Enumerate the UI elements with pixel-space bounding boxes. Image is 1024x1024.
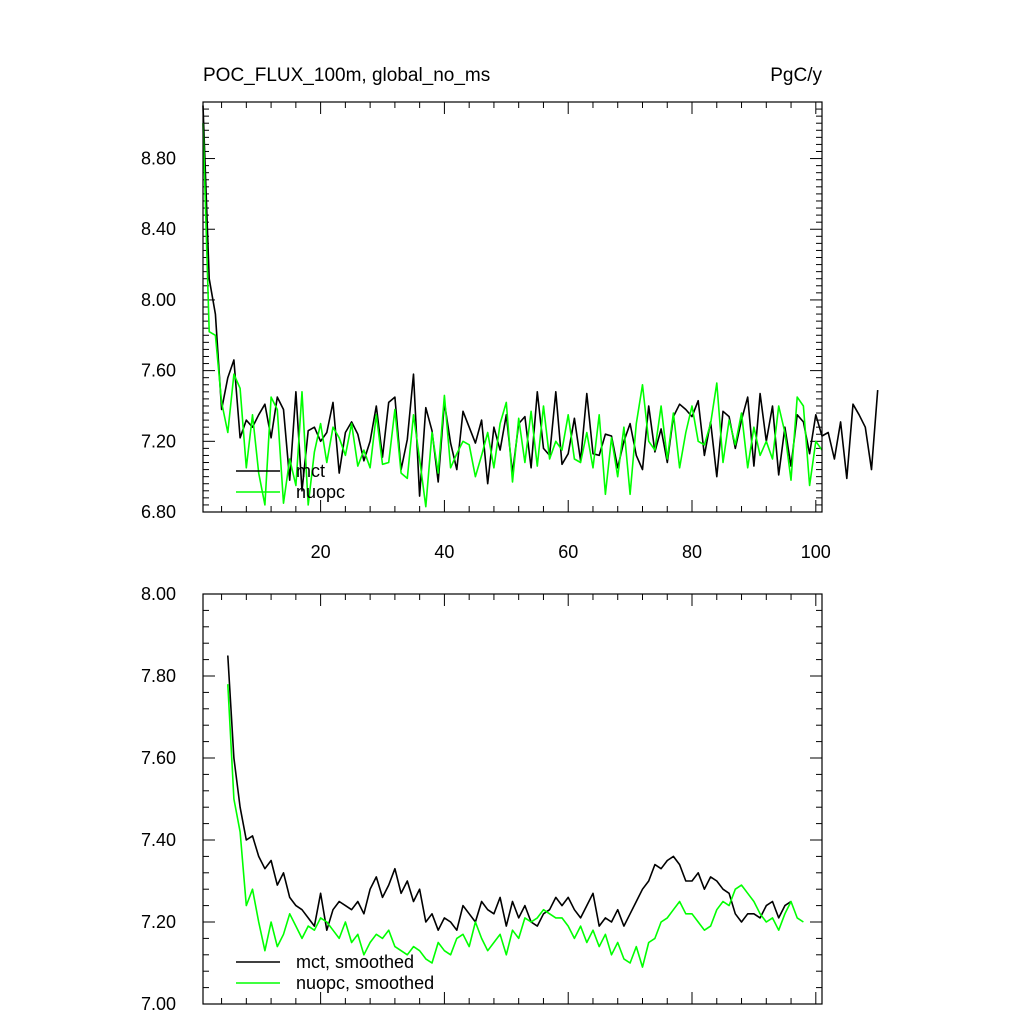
y-tick-label: 8.80 bbox=[141, 149, 176, 169]
x-tick-label: 20 bbox=[311, 542, 331, 562]
bottom-plot-frame bbox=[202, 593, 823, 1005]
x-tick-label: 100 bbox=[801, 542, 831, 562]
bottom-series bbox=[227, 655, 804, 968]
chart-title: POC_FLUX_100m, global_no_ms bbox=[203, 65, 490, 86]
legend-label: mct bbox=[296, 461, 325, 481]
bottom-panel: 7.00 7.20 7.40 7.60 7.80 8.00 mct, smoothednu… bbox=[141, 584, 823, 1014]
y-tick-label: 7.80 bbox=[141, 666, 176, 686]
y-tick-label: 7.60 bbox=[141, 748, 176, 768]
y-tick-label: 7.00 bbox=[141, 994, 176, 1014]
legend-label: nuopc, smoothed bbox=[296, 973, 434, 993]
series-line-nuopc bbox=[202, 123, 823, 508]
top-plot-frame bbox=[202, 101, 823, 513]
top-axes: 20 40 60 80 100 6.80 7.20 7.60 8.00 8.40 8.80 bbox=[141, 101, 831, 562]
series-line-nuopc-smoothed bbox=[227, 684, 804, 968]
y-tick-label: 6.80 bbox=[141, 502, 176, 522]
legend-label: mct, smoothed bbox=[296, 952, 414, 972]
x-tick-label: 60 bbox=[558, 542, 578, 562]
y-tick-label: 8.00 bbox=[141, 584, 176, 604]
series-line-mct-smoothed bbox=[227, 655, 792, 932]
units-label: PgC/y bbox=[770, 65, 822, 86]
series-line-mct bbox=[202, 105, 879, 497]
top-series bbox=[202, 105, 879, 508]
y-tick-label: 8.40 bbox=[141, 219, 176, 239]
y-tick-label: 8.00 bbox=[141, 290, 176, 310]
x-tick-label: 80 bbox=[682, 542, 702, 562]
y-tick-label: 7.20 bbox=[141, 912, 176, 932]
y-tick-label: 7.60 bbox=[141, 361, 176, 381]
y-tick-label: 7.40 bbox=[141, 830, 176, 850]
legend-label: nuopc bbox=[296, 482, 345, 502]
y-tick-label: 7.20 bbox=[141, 431, 176, 451]
bottom-axes: 7.00 7.20 7.40 7.60 7.80 8.00 bbox=[141, 584, 822, 1014]
top-panel: POC_FLUX_100m, global_no_ms PgC/y 20 40 60… bbox=[141, 65, 879, 562]
x-tick-label: 40 bbox=[434, 542, 454, 562]
